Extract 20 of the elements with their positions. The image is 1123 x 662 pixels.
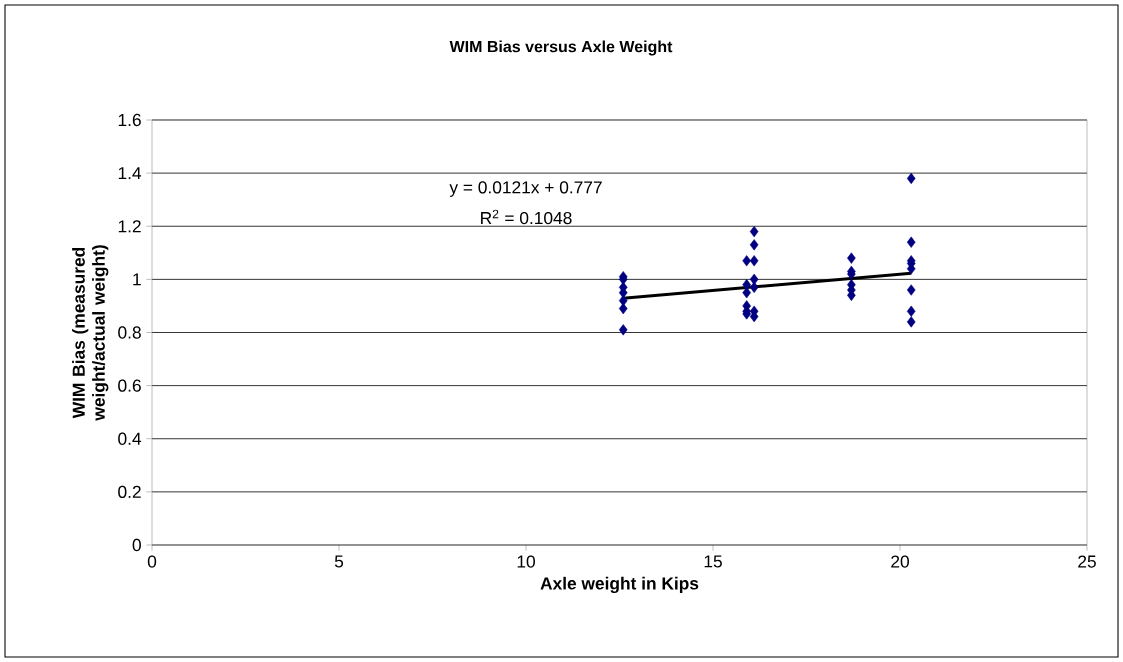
y-tick-label: 0.6 bbox=[118, 379, 141, 392]
x-tick-label: 15 bbox=[704, 555, 722, 568]
annotation: y = 0.0121x + 0.777 bbox=[449, 181, 602, 197]
y-tick-label: 0.2 bbox=[118, 485, 141, 499]
x-tick-label: 20 bbox=[891, 555, 909, 568]
y-tick-label: 0 bbox=[132, 538, 141, 552]
y-tick-label: 1.4 bbox=[118, 167, 142, 180]
y-axis-title: WIM Bias (measured weight/actual weight) bbox=[72, 245, 109, 421]
x-tick-label: 5 bbox=[334, 555, 344, 568]
y-tick-label: 1 bbox=[133, 273, 141, 286]
annotation: R$^{2}$ = 0.1048 bbox=[481, 209, 572, 225]
y-tick-label: 0.8 bbox=[118, 326, 141, 339]
chart-title: WIM Bias versus Axle Weight bbox=[449, 40, 673, 56]
y-tick-label: 0.4 bbox=[118, 432, 142, 445]
x-tick-label: 25 bbox=[1078, 555, 1096, 568]
x-tick-label: 0 bbox=[147, 555, 157, 568]
y-tick-label: 1.6 bbox=[118, 113, 141, 127]
x-tick-label: 10 bbox=[517, 555, 535, 568]
y-tick-label: 1.2 bbox=[118, 220, 141, 233]
x-axis-title: Axle weight in Kips bbox=[540, 576, 699, 594]
